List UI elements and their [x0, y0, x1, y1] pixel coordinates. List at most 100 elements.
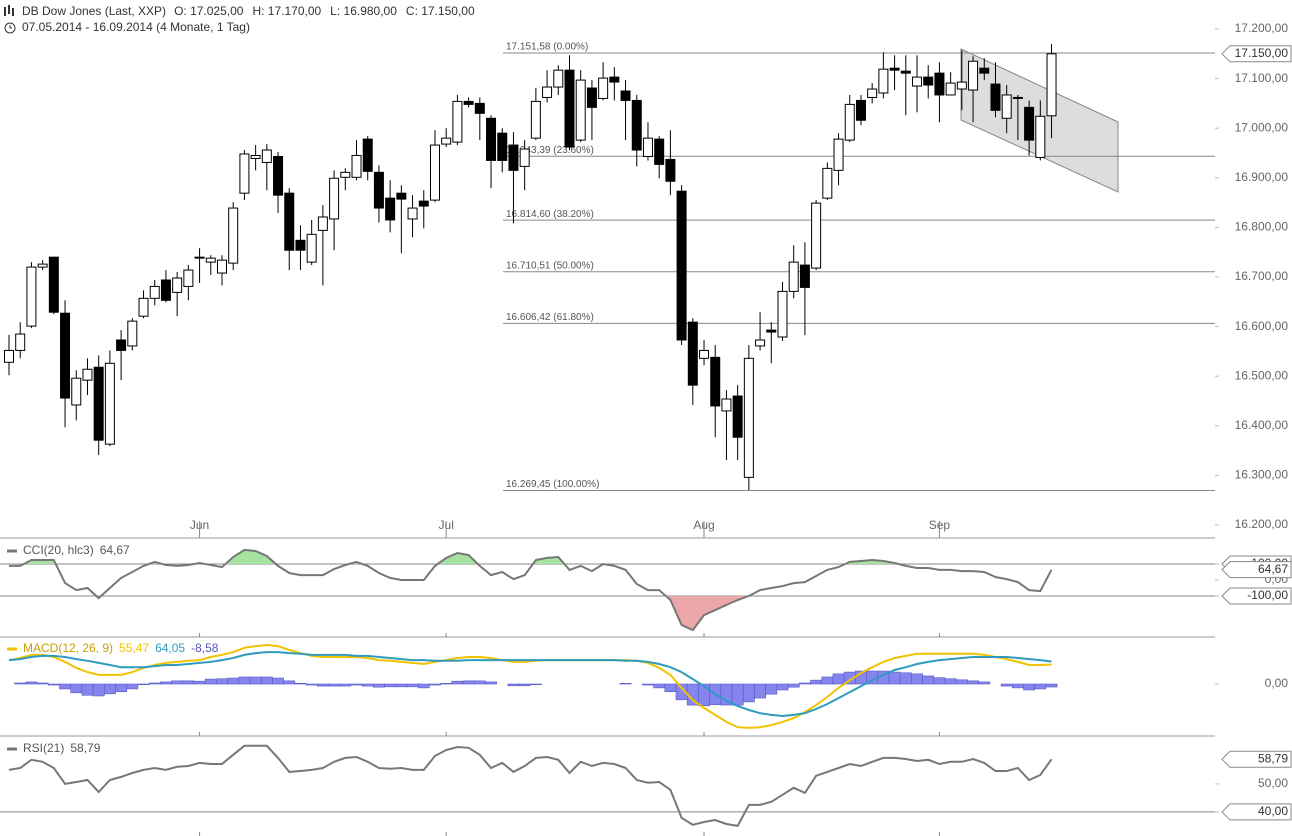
histogram-bar [59, 683, 71, 690]
candle-body [183, 269, 194, 287]
candle-body [699, 349, 710, 359]
candle-body [273, 155, 284, 196]
histogram-bar [664, 683, 677, 693]
histogram-bar [395, 683, 408, 688]
candle-body [116, 339, 127, 351]
histogram-bar [14, 682, 27, 685]
last-value-box [1221, 561, 1292, 579]
histogram-bar [406, 683, 419, 688]
candle-body [228, 207, 239, 264]
y-tick-label: 16.500,00 [1235, 368, 1289, 382]
histogram-bar [799, 682, 811, 685]
histogram-bar [103, 683, 116, 695]
candle-body [329, 177, 340, 220]
histogram-bar [47, 683, 60, 686]
histogram-bar [899, 672, 912, 685]
candle-body [642, 137, 653, 157]
candle-body [149, 285, 160, 299]
candle-body [912, 76, 923, 87]
fib-label: 17.151,58 (0.00%) [506, 42, 588, 53]
candle-body [15, 333, 26, 351]
histogram-bar [126, 683, 139, 690]
histogram-bar [204, 678, 217, 685]
candle-body [889, 67, 900, 71]
candle-body [687, 321, 698, 386]
clock-icon [9, 25, 12, 29]
candle-body [811, 202, 822, 269]
histogram-bar [182, 680, 195, 685]
histogram-bar [272, 677, 284, 685]
histogram-bar [922, 675, 935, 685]
candle-body [956, 81, 967, 90]
candle-body [1024, 106, 1035, 141]
last-value: 64,67 [1258, 562, 1288, 576]
indicator-line [8, 651, 1052, 718]
histogram-bar [776, 683, 789, 691]
histogram-bar [81, 683, 94, 696]
ohlc-label: C: 17.150,00 [406, 4, 475, 18]
histogram-bar [440, 683, 453, 685]
candle-body [127, 320, 138, 347]
y-tick-label: 40,00 [1258, 804, 1288, 818]
last-price-box [1221, 45, 1292, 63]
candle-body [362, 138, 373, 172]
candle-body [194, 256, 205, 259]
histogram-bar [328, 683, 340, 687]
histogram-bar [451, 680, 464, 685]
y-tick-label-box [1221, 803, 1292, 821]
candle-body [351, 154, 362, 178]
candle-body [833, 138, 844, 171]
histogram-bar [832, 673, 845, 685]
candle-body [553, 69, 564, 88]
histogram-bar [216, 678, 228, 685]
histogram-bar [473, 680, 486, 685]
candle-body [979, 67, 990, 74]
candle-body [968, 60, 979, 91]
histogram-bar [429, 683, 441, 686]
histogram-bar [485, 681, 497, 685]
y-tick-label: 16.300,00 [1235, 468, 1289, 482]
candle-body [160, 279, 171, 301]
candle-body [317, 216, 328, 231]
candle-body [250, 154, 261, 159]
candle-body [4, 349, 14, 363]
histogram-bar [171, 680, 184, 685]
candle-body [743, 357, 754, 478]
histogram-bar [653, 683, 666, 689]
candle-body [37, 263, 48, 268]
candle-body [598, 77, 609, 99]
ohlc-label: L: 16.980,00 [330, 4, 397, 18]
candle-body [508, 144, 519, 171]
candle-body [1012, 96, 1023, 99]
histogram-bar [283, 680, 296, 685]
y-tick-label: 16.400,00 [1235, 418, 1289, 432]
candle-body [721, 398, 732, 412]
candle-body [261, 149, 272, 163]
histogram-bar [137, 683, 150, 686]
y-tick-label: 17.200,00 [1235, 21, 1289, 35]
candle-body [463, 100, 474, 105]
candle-body [945, 82, 956, 96]
fib-label: 16.943,39 (23.60%) [506, 145, 594, 156]
candle-body [788, 261, 799, 292]
fib-label: 16.606,42 (61.80%) [506, 312, 594, 323]
histogram-bar [350, 683, 363, 686]
candle-body [766, 329, 777, 333]
candle-body [542, 86, 553, 98]
candle-body [1046, 53, 1057, 117]
y-tick-label: -100,00 [1247, 588, 1288, 602]
candle-body [676, 190, 687, 341]
level-fill [96, 596, 749, 631]
candle-body [385, 197, 396, 221]
y-tick-label: 17.100,00 [1235, 71, 1289, 85]
histogram-bar [148, 682, 161, 685]
candle-body [93, 366, 104, 441]
candle-body [844, 103, 855, 141]
candle-body [26, 266, 37, 327]
legend-text: 58,79 [70, 741, 100, 755]
chart-icon [8, 5, 10, 14]
candle-body [452, 100, 463, 143]
chart-subtitle: 07.05.2014 - 16.09.2014 (4 Monate, 1 Tag… [22, 20, 250, 34]
last-value-box [1221, 750, 1292, 768]
